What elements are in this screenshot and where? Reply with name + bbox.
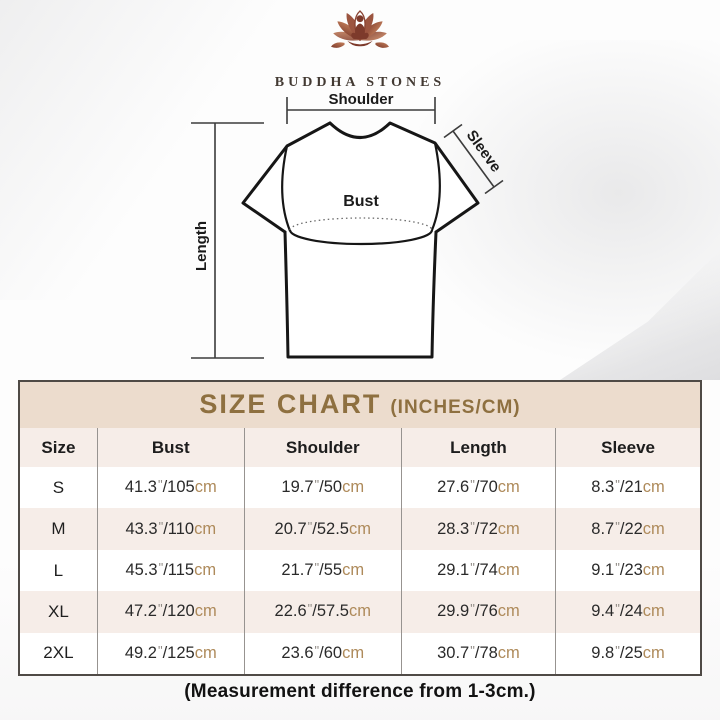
size-cell: L — [53, 560, 64, 580]
size-chart-title: SIZE CHART (INCHES/CM) — [20, 382, 700, 428]
tshirt-fill — [243, 123, 478, 357]
size-chart-header-row: Size Bust Shoulder Length Sleeve — [20, 428, 700, 467]
sleeve-dimension-line — [452, 130, 495, 188]
brand-header: BUDDHA STONES — [0, 10, 720, 91]
sleeve-cell: 9.1 "/23 cm — [555, 549, 700, 592]
size-cell: S — [52, 477, 65, 497]
sleeve-tick-bottom — [484, 179, 504, 195]
bust-cell: 49.2 "/125 cm — [96, 632, 244, 675]
table-row-m: M 43.3 "/110 cm 20.7 "/52.5 cm 28.3 "/72 cm 8.7 "/2… — [20, 508, 700, 550]
size-cell: 2XL — [43, 643, 74, 663]
tshirt-measurement-diagram: Bust Shoulder Length Sleeve — [191, 91, 505, 359]
tshirt-body-outline — [283, 230, 438, 359]
size-chart-title-units: (INCHES/CM) — [390, 397, 521, 418]
size-chart-title-main: SIZE CHART — [199, 389, 382, 419]
tshirt-armhole-right — [430, 142, 441, 231]
table-row-2xl: 2XL 49.2 "/125 cm 23.6 "/60 cm 30.7 "/78 cm 9.8 "/2… — [20, 632, 700, 675]
sleeve-cell: 8.3 "/21 cm — [555, 467, 700, 509]
column-header-size: Size — [41, 437, 76, 457]
brand-name: BUDDHA STONES — [274, 75, 446, 90]
bust-cell: 43.3 "/110 cm — [96, 508, 244, 550]
bust-line-dotted — [289, 217, 433, 231]
length-cell: 27.6 "/70 cm — [400, 467, 555, 509]
lotus-meditation-icon — [331, 10, 389, 48]
length-cell: 30.7 "/78 cm — [400, 632, 555, 675]
sleeve-cell: 9.8 "/25 cm — [555, 632, 700, 675]
length-cell: 28.3 "/72 cm — [400, 508, 555, 550]
table-row-l: L 45.3 "/115 cm 21.7 "/55 cm 29.1 "/74 cm 9.1 "/23 c… — [20, 549, 700, 592]
bust-line-solid — [288, 229, 434, 246]
length-label: Length — [193, 221, 210, 271]
size-chart-table: SIZE CHART (INCHES/CM) Size Bust Shoulder L… — [18, 380, 702, 676]
shoulder-cell: 21.7 "/55 cm — [243, 549, 401, 592]
bust-cell: 41.3 "/105 cm — [96, 467, 244, 509]
column-header-length: Length — [400, 428, 555, 467]
shoulder-cell: 23.6 "/60 cm — [243, 632, 401, 675]
tshirt-armhole-left — [281, 145, 292, 232]
shoulder-cell: 20.7 "/52.5 cm — [243, 508, 401, 550]
bust-cell: 45.3 "/115 cm — [96, 549, 244, 592]
background-mountain-texture — [560, 250, 720, 380]
table-row-xl: XL 47.2 "/120 cm 22.6 "/57.5 cm 29.9 "/76 cm 9.4 " /… — [20, 591, 700, 633]
sleeve-cell: 9.4 "/24 cm — [555, 591, 700, 633]
size-cell: XL — [48, 601, 69, 621]
shoulder-label: Shoulder — [328, 91, 393, 108]
length-cell: 29.9 "/76 cm — [400, 591, 555, 633]
bust-cell: 47.2 "/120 cm — [96, 591, 244, 633]
shoulder-cell: 19.7 "/50 cm — [243, 467, 401, 509]
measurement-note: (Measurement difference from 1-3cm.) — [184, 681, 536, 702]
sleeve-label: Sleeve — [463, 127, 505, 175]
sleeve-cell: 8.7 "/22 cm — [555, 508, 700, 550]
length-cell: 29.1 "/74 cm — [400, 549, 555, 592]
table-row-s: S 41.3 "/105 cm 19.7 "/50 cm 27.6 "/70 cm 8.3 "/21 c… — [20, 467, 700, 509]
column-header-bust: Bust — [96, 428, 244, 467]
sleeve-tick-top — [443, 123, 463, 139]
bust-label: Bust — [343, 193, 379, 210]
column-header-shoulder: Shoulder — [243, 428, 401, 467]
column-header-sleeve: Sleeve — [555, 428, 700, 467]
tshirt-outline — [241, 121, 480, 234]
size-cell: M — [51, 519, 66, 539]
shoulder-cell: 22.6 "/57.5 cm — [243, 591, 401, 633]
